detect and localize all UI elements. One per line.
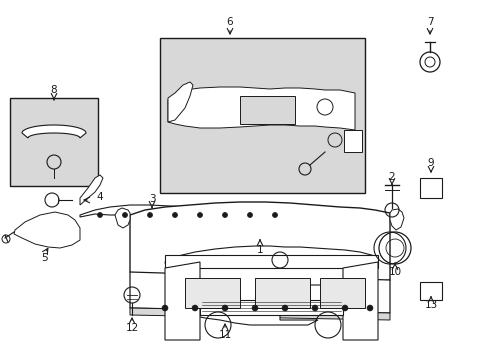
Bar <box>343 130 361 152</box>
Text: 5: 5 <box>41 253 48 263</box>
Text: 7: 7 <box>426 17 432 27</box>
Circle shape <box>147 212 152 217</box>
Text: 8: 8 <box>51 85 57 95</box>
Text: 13: 13 <box>424 300 437 310</box>
Bar <box>10 98 98 186</box>
Text: 12: 12 <box>125 323 138 333</box>
Text: 2: 2 <box>388 172 394 182</box>
Bar <box>419 282 441 300</box>
Polygon shape <box>164 255 377 268</box>
Polygon shape <box>115 208 130 228</box>
Text: 9: 9 <box>427 158 433 168</box>
Circle shape <box>162 305 168 311</box>
Polygon shape <box>130 202 389 283</box>
Text: 3: 3 <box>148 194 155 204</box>
Polygon shape <box>168 87 354 130</box>
Polygon shape <box>80 205 294 218</box>
Polygon shape <box>80 175 103 205</box>
Circle shape <box>122 212 127 217</box>
Polygon shape <box>130 308 389 320</box>
Circle shape <box>192 305 198 311</box>
Circle shape <box>222 305 227 311</box>
Circle shape <box>341 305 347 311</box>
Bar <box>419 178 441 198</box>
Circle shape <box>366 305 372 311</box>
Polygon shape <box>164 262 200 340</box>
Polygon shape <box>200 300 342 315</box>
Bar <box>160 38 364 193</box>
Polygon shape <box>14 212 80 248</box>
Circle shape <box>251 305 258 311</box>
Bar <box>240 96 294 124</box>
Circle shape <box>311 305 317 311</box>
Circle shape <box>97 212 102 217</box>
Bar <box>319 278 364 308</box>
Polygon shape <box>130 272 389 313</box>
Text: 1: 1 <box>256 245 263 255</box>
Text: 11: 11 <box>218 330 231 340</box>
Circle shape <box>272 212 277 217</box>
Bar <box>254 278 309 308</box>
Text: 4: 4 <box>97 192 103 202</box>
Circle shape <box>282 305 287 311</box>
Circle shape <box>222 212 227 217</box>
Polygon shape <box>342 262 377 340</box>
Circle shape <box>247 212 252 217</box>
Polygon shape <box>22 125 86 138</box>
Polygon shape <box>164 246 377 325</box>
Circle shape <box>197 212 202 217</box>
Polygon shape <box>389 209 403 230</box>
Circle shape <box>172 212 177 217</box>
Polygon shape <box>168 82 193 122</box>
Text: 10: 10 <box>387 267 401 277</box>
Text: 6: 6 <box>226 17 233 27</box>
Bar <box>184 278 240 308</box>
